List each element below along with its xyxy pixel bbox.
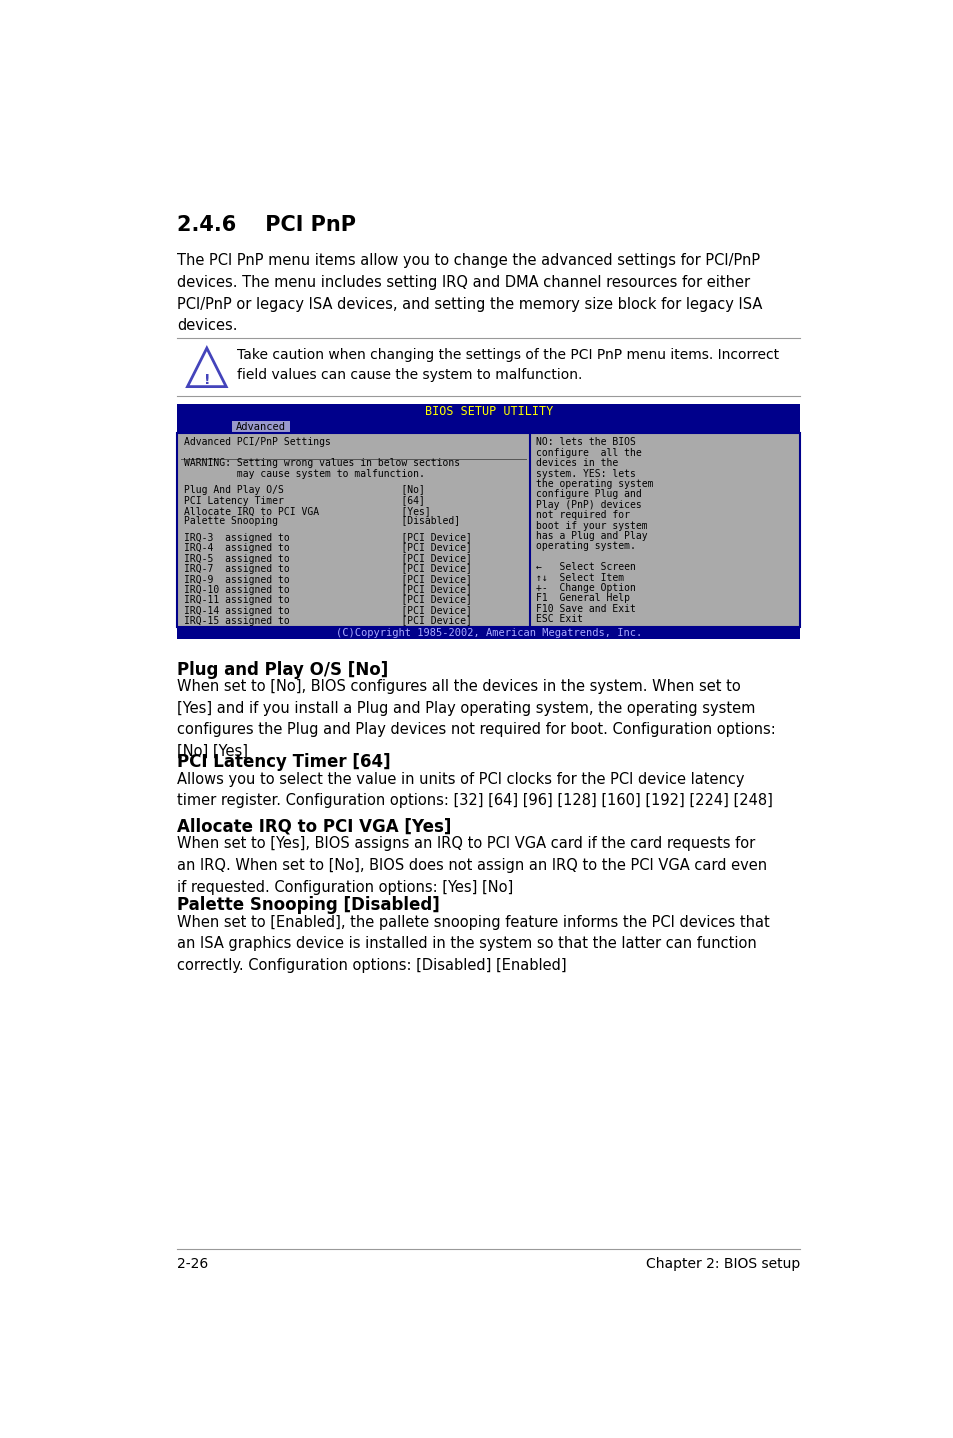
Text: Plug And Play O/S                    [No]: Plug And Play O/S [No]: [183, 485, 424, 495]
Text: not required for: not required for: [536, 510, 630, 521]
Text: may cause system to malfunction.: may cause system to malfunction.: [183, 469, 424, 479]
Text: Chapter 2: BIOS setup: Chapter 2: BIOS setup: [645, 1257, 800, 1271]
Text: configure  all the: configure all the: [536, 447, 641, 457]
Text: F10 Save and Exit: F10 Save and Exit: [536, 604, 636, 614]
Text: has a Plug and Play: has a Plug and Play: [536, 531, 647, 541]
Text: IRQ-5  assigned to                   [PCI Device]: IRQ-5 assigned to [PCI Device]: [183, 554, 471, 564]
Text: Allocate IRQ to PCI VGA [Yes]: Allocate IRQ to PCI VGA [Yes]: [177, 818, 452, 835]
Text: When set to [Yes], BIOS assigns an IRQ to PCI VGA card if the card requests for
: When set to [Yes], BIOS assigns an IRQ t…: [177, 837, 767, 894]
Text: IRQ-3  assigned to                   [PCI Device]: IRQ-3 assigned to [PCI Device]: [183, 533, 471, 544]
Text: IRQ-7  assigned to                   [PCI Device]: IRQ-7 assigned to [PCI Device]: [183, 564, 471, 574]
Text: PCI Latency Timer                    [64]: PCI Latency Timer [64]: [183, 496, 424, 506]
Text: Take caution when changing the settings of the PCI PnP menu items. Incorrect
fie: Take caution when changing the settings …: [236, 348, 779, 383]
Text: Palette Snooping [Disabled]: Palette Snooping [Disabled]: [177, 896, 439, 915]
Bar: [232, 420, 290, 433]
Text: Advanced: Advanced: [235, 421, 285, 431]
Text: ESC Exit: ESC Exit: [536, 614, 582, 624]
Text: 2.4.6    PCI PnP: 2.4.6 PCI PnP: [177, 214, 356, 234]
Text: PCI Latency Timer [64]: PCI Latency Timer [64]: [177, 754, 391, 771]
Text: When set to [Enabled], the pallete snooping feature informs the PCI devices that: When set to [Enabled], the pallete snoop…: [177, 915, 769, 974]
Text: +-  Change Option: +- Change Option: [536, 582, 636, 592]
Text: Play (PnP) devices: Play (PnP) devices: [536, 500, 641, 510]
Text: operating system.: operating system.: [536, 541, 636, 551]
Bar: [177, 404, 800, 420]
Text: 2-26: 2-26: [177, 1257, 209, 1271]
Text: IRQ-10 assigned to                   [PCI Device]: IRQ-10 assigned to [PCI Device]: [183, 585, 471, 595]
Text: IRQ-11 assigned to                   [PCI Device]: IRQ-11 assigned to [PCI Device]: [183, 595, 471, 605]
Text: When set to [No], BIOS configures all the devices in the system. When set to
[Ye: When set to [No], BIOS configures all th…: [177, 679, 776, 759]
Text: configure Plug and: configure Plug and: [536, 489, 641, 499]
Text: Allows you to select the value in units of PCI clocks for the PCI device latency: Allows you to select the value in units …: [177, 772, 773, 808]
Text: devices in the: devices in the: [536, 459, 618, 469]
Text: !: !: [203, 372, 210, 387]
Text: (C)Copyright 1985-2002, American Megatrends, Inc.: (C)Copyright 1985-2002, American Megatre…: [335, 628, 641, 638]
Text: boot if your system: boot if your system: [536, 521, 647, 531]
Bar: [177, 627, 800, 638]
Text: IRQ-9  assigned to                   [PCI Device]: IRQ-9 assigned to [PCI Device]: [183, 575, 471, 585]
Bar: [177, 420, 800, 433]
Text: WARNING: Setting wrong values in below sections: WARNING: Setting wrong values in below s…: [183, 459, 459, 469]
Bar: [177, 433, 800, 627]
Text: BIOS SETUP UTILITY: BIOS SETUP UTILITY: [424, 406, 553, 418]
Text: Plug and Play O/S [No]: Plug and Play O/S [No]: [177, 660, 388, 679]
Text: IRQ-4  assigned to                   [PCI Device]: IRQ-4 assigned to [PCI Device]: [183, 544, 471, 554]
Text: the operating system: the operating system: [536, 479, 653, 489]
Text: ↑↓  Select Item: ↑↓ Select Item: [536, 572, 623, 582]
Text: The PCI PnP menu items allow you to change the advanced settings for PCI/PnP
dev: The PCI PnP menu items allow you to chan…: [177, 253, 762, 334]
Text: NO: lets the BIOS: NO: lets the BIOS: [536, 437, 636, 447]
Text: IRQ-14 assigned to                   [PCI Device]: IRQ-14 assigned to [PCI Device]: [183, 605, 471, 615]
Text: Palette Snooping                     [Disabled]: Palette Snooping [Disabled]: [183, 516, 459, 526]
Text: Allocate IRQ to PCI VGA              [Yes]: Allocate IRQ to PCI VGA [Yes]: [183, 506, 430, 516]
Text: Advanced PCI/PnP Settings: Advanced PCI/PnP Settings: [183, 437, 330, 447]
Text: system. YES: lets: system. YES: lets: [536, 469, 636, 479]
Text: IRQ-15 assigned to                   [PCI Device]: IRQ-15 assigned to [PCI Device]: [183, 617, 471, 626]
Text: ←   Select Screen: ← Select Screen: [536, 562, 636, 572]
Text: F1  General Help: F1 General Help: [536, 594, 630, 604]
